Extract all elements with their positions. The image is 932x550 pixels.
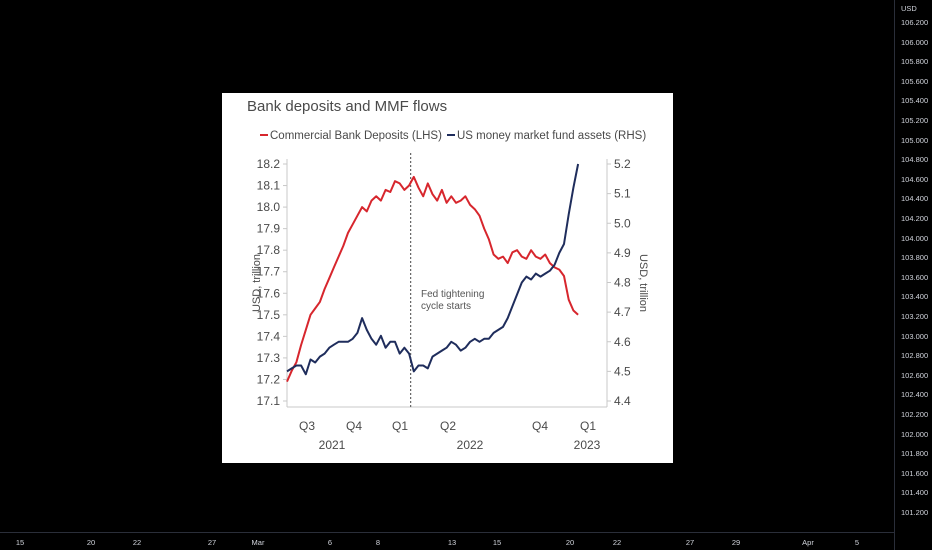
price-axis-label: 103.000 (901, 331, 929, 341)
price-axis-label: 104.600 (901, 174, 929, 184)
chart-series (286, 163, 580, 382)
x-axis-tick-label: Q2 (440, 419, 456, 433)
right-axis-tick-label: 5.2 (614, 157, 631, 171)
time-axis-label: 20 (86, 538, 96, 547)
time-axis-label: 27 (685, 538, 695, 547)
price-axis-label: 102.200 (901, 410, 929, 419)
right-axis-tick-label: 4.8 (614, 276, 631, 290)
price-axis-label: 101.200 (901, 508, 929, 517)
left-axis-tick-label: 17.2 (257, 372, 281, 386)
annotation-line-1: Fed tightening (421, 289, 484, 300)
left-axis-tick-label: 17.7 (257, 265, 281, 279)
left-axis-tick-label: 17.1 (257, 394, 281, 408)
time-axis-label: 29 (731, 538, 741, 547)
time-axis-label: 13 (447, 538, 457, 547)
price-axis-label: 101.600 (901, 468, 929, 478)
price-axis-label: 101.800 (901, 449, 929, 459)
price-axis-label: 104.800 (901, 155, 929, 165)
price-axis-label: 105.400 (901, 96, 929, 106)
price-axis-label: 105.800 (901, 57, 929, 67)
price-axis-label: 103.400 (901, 292, 929, 302)
pasted-chart-image: Bank deposits and MMF flows Commercial B… (222, 93, 673, 463)
price-axis-label: 105.000 (901, 135, 929, 145)
chart-legend: Commercial Bank Deposits (LHS) US money … (260, 130, 646, 142)
chart-annotation: Fed tightening cycle starts (421, 289, 484, 312)
price-axis-currency: USD (901, 4, 917, 13)
time-axis-label: 15 (492, 538, 502, 547)
time-axis[interactable]: 15 20 22 27 Mar 6 8 13 15 20 22 27 29 Apr 5 (0, 532, 894, 550)
price-axis-label: 102.400 (901, 390, 929, 400)
x-axis-tick-label: Q4 (532, 419, 548, 433)
price-axis-label: 105.200 (901, 116, 929, 125)
price-axis-label: 102.000 (901, 429, 929, 439)
x-axis-year-label: 2023 (574, 438, 601, 452)
price-axis-label: 104.200 (901, 214, 929, 223)
price-axis-label: 104.400 (901, 194, 929, 204)
time-axis-label: 5 (854, 538, 860, 547)
right-axis-title: USD, trillion (637, 254, 649, 312)
price-axis-label: 106.200 (901, 18, 929, 27)
x-axis-tick-label: Q4 (346, 419, 362, 433)
right-axis-tick-label: 5.0 (614, 216, 631, 230)
x-axis-tick-label: Q1 (580, 419, 596, 433)
deposits-series-line (286, 175, 579, 382)
left-axis-tick-label: 17.6 (257, 286, 281, 300)
price-axis-label: 102.800 (901, 351, 929, 361)
mmf-series-line (286, 163, 580, 376)
right-axis-tick-label: 4.6 (614, 335, 631, 349)
legend-label-mmf: US money market fund assets (RHS) (457, 130, 646, 142)
time-axis-label: 27 (207, 538, 217, 547)
x-axis-tick-label: Q3 (299, 419, 315, 433)
left-axis-tick-label: 17.8 (257, 243, 281, 257)
left-axis-tick-label: 17.4 (257, 329, 281, 343)
x-axis-year-label: 2021 (319, 438, 346, 452)
annotation-line-2: cycle starts (421, 301, 471, 312)
price-axis-label: 106.000 (901, 37, 929, 47)
right-axis-tick-label: 4.5 (614, 364, 631, 378)
price-axis-label: 103.600 (901, 272, 929, 282)
price-axis-label: 101.400 (901, 488, 929, 498)
left-axis-tick-label: 18.1 (257, 179, 281, 193)
price-axis-label: 102.600 (901, 370, 929, 380)
price-axis[interactable]: USD 106.200 106.000 105.800 105.600 105.400 10… (894, 0, 932, 550)
time-axis-label: 22 (612, 538, 622, 547)
price-axis-label: 103.200 (901, 312, 929, 321)
chart-title: Bank deposits and MMF flows (247, 98, 447, 115)
time-axis-label: Mar (251, 538, 265, 547)
right-axis-tick-label: 5.1 (614, 187, 631, 201)
legend-label-deposits: Commercial Bank Deposits (LHS) (270, 130, 442, 142)
time-axis-label: 15 (15, 538, 25, 547)
time-axis-label: 22 (132, 538, 142, 547)
x-axis-year-label: 2022 (457, 438, 484, 452)
price-axis-label: 105.600 (901, 76, 929, 86)
left-axis-tick-label: 17.9 (257, 222, 281, 236)
left-axis-tick-label: 17.3 (257, 351, 281, 365)
right-axis-tick-label: 4.4 (614, 394, 631, 408)
price-axis-label: 103.800 (901, 253, 929, 263)
time-axis-label: 8 (375, 538, 381, 547)
bank-deposits-chart: Bank deposits and MMF flows Commercial B… (247, 98, 649, 452)
price-axis-label: 104.000 (901, 233, 929, 243)
right-axis-tick-label: 4.7 (614, 305, 631, 319)
right-axis-tick-label: 4.9 (614, 246, 631, 260)
time-axis-label: Apr (802, 538, 814, 547)
left-axis-tick-label: 18.0 (257, 200, 281, 214)
x-axis-tick-label: Q1 (392, 419, 408, 433)
left-axis-title: USD, trillion (251, 254, 263, 312)
left-axis-tick-label: 17.5 (257, 308, 281, 322)
time-axis-label: 6 (327, 538, 333, 547)
time-axis-label: 20 (565, 538, 575, 547)
chart-axes: 18.2 18.1 18.0 17.9 17.8 17.7 17.6 17.5 17.4 17.3… (251, 153, 649, 452)
left-axis-tick-label: 18.2 (257, 157, 281, 171)
